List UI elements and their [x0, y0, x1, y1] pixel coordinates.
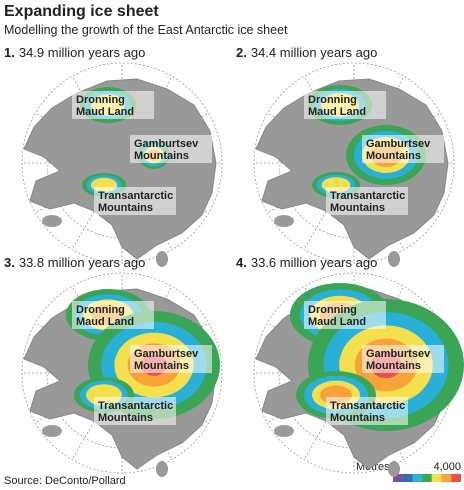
region-label: Transantarctic [330, 400, 405, 412]
legend-swatch [431, 474, 442, 482]
legend-swatch [422, 474, 432, 482]
panel-caption: 34.9 million years ago [19, 45, 145, 60]
panel-heading: 1. 34.9 million years ago [4, 45, 145, 60]
region-label: Maud Land [308, 106, 366, 118]
legend-swatch [451, 474, 461, 482]
region-label: Gamburtsev [134, 138, 199, 150]
source: Source: DeConto/Pollard [4, 475, 126, 487]
island [274, 425, 294, 437]
legend-swatch [402, 474, 413, 482]
region-label: Mountains [330, 412, 385, 424]
region-label: Transantarctic [98, 190, 173, 202]
label-box [94, 187, 176, 215]
legend-swatch [393, 474, 403, 482]
panel-number: 1. [4, 45, 15, 60]
island [42, 215, 62, 227]
label-box [362, 345, 444, 373]
panel-caption: 33.8 million years ago [19, 255, 145, 270]
island [388, 251, 400, 267]
region-label: Maud Land [308, 316, 366, 328]
grid-circle [21, 272, 223, 474]
region-label: Gamburtsev [366, 348, 431, 360]
region-label: Dronning [76, 304, 125, 316]
label-box [304, 301, 386, 329]
region-label: Mountains [134, 360, 189, 372]
region-label: Dronning [308, 304, 357, 316]
region-label: Maud Land [76, 106, 134, 118]
label-box [326, 187, 408, 215]
region-label: Maud Land [76, 316, 134, 328]
label-box [94, 397, 176, 425]
island [42, 425, 62, 437]
title: Expanding ice sheet [4, 3, 159, 20]
region-label: Mountains [366, 150, 421, 162]
panel-number: 2. [236, 45, 247, 60]
panel-heading: 3. 33.8 million years ago [4, 255, 145, 270]
legend-max: 4,000 [433, 461, 461, 473]
region-label: Dronning [308, 94, 357, 106]
island [274, 215, 294, 227]
region-label: Mountains [330, 202, 385, 214]
label-box [72, 301, 154, 329]
legend-swatch [441, 474, 452, 482]
panel-number: 4. [236, 255, 247, 270]
label-box [304, 91, 386, 119]
panel-heading: 2. 34.4 million years ago [236, 45, 377, 60]
region-label: Gamburtsev [134, 348, 199, 360]
island [388, 461, 400, 477]
region-label: Mountains [366, 360, 421, 372]
panel-caption: 34.4 million years ago [251, 45, 377, 60]
grid-circle [253, 62, 455, 264]
legend-swatch [412, 474, 423, 482]
region-label: Mountains [98, 412, 153, 424]
grid-circle [21, 62, 223, 264]
subtitle: Modelling the growth of the East Antarct… [4, 23, 288, 37]
label-box [72, 91, 154, 119]
region-label: Transantarctic [330, 190, 405, 202]
panel-caption: 33.6 million years ago [251, 255, 377, 270]
region-label: Mountains [98, 202, 153, 214]
region-label: Gamburtsev [366, 138, 431, 150]
island [156, 251, 168, 267]
label-box [130, 345, 212, 373]
label-box [130, 135, 212, 163]
panel-number: 3. [4, 255, 15, 270]
region-label: Transantarctic [98, 400, 173, 412]
panel-heading: 4. 33.6 million years ago [236, 255, 377, 270]
region-label: Mountains [134, 150, 189, 162]
label-box [326, 397, 408, 425]
region-label: Dronning [76, 94, 125, 106]
island [156, 461, 168, 477]
label-box [362, 135, 444, 163]
